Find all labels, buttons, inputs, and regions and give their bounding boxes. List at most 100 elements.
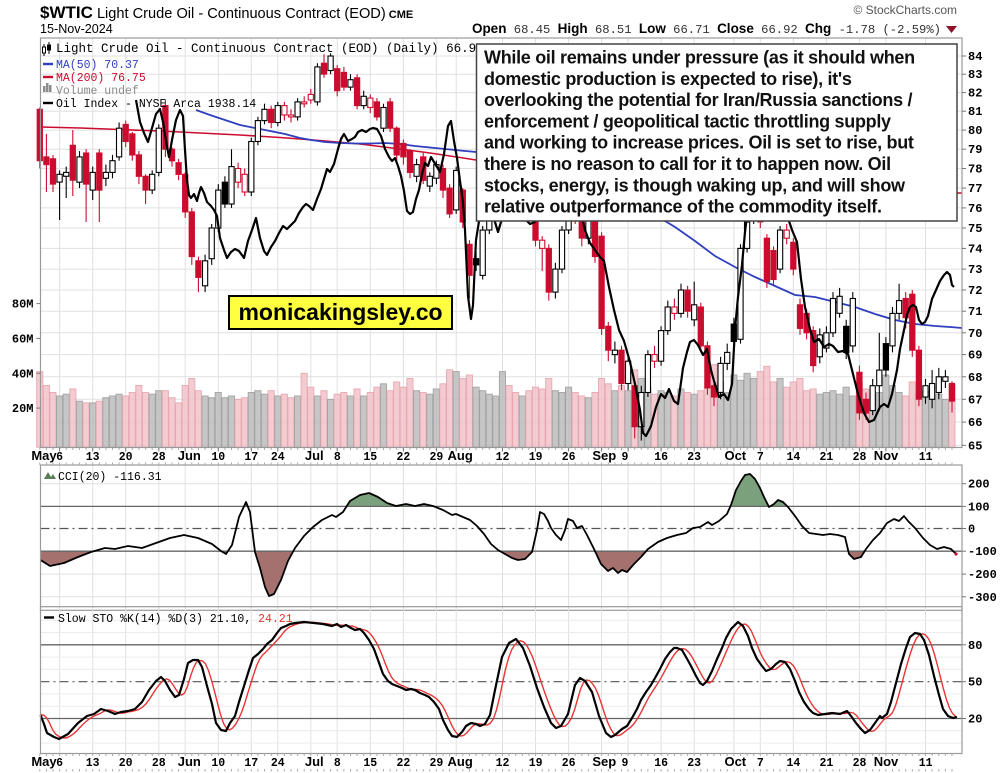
svg-text:Aug: Aug [448, 448, 473, 463]
svg-text:Volume undef: Volume undef [56, 85, 139, 98]
svg-text:15: 15 [363, 757, 377, 770]
svg-text:73: 73 [968, 263, 982, 277]
svg-text:74: 74 [968, 242, 982, 256]
svg-text:15: 15 [363, 451, 377, 464]
svg-text:Sep: Sep [592, 754, 616, 769]
svg-text:76: 76 [968, 202, 982, 216]
svg-text:13: 13 [86, 451, 100, 464]
svg-text:65: 65 [968, 439, 982, 453]
svg-text:22: 22 [396, 451, 410, 464]
svg-text:Open 68.45 High 68.51 Low 66.7: Open 68.45 High 68.51 Low 66.71 Close 66… [472, 21, 941, 37]
svg-text:Jul: Jul [305, 448, 324, 463]
svg-text:21: 21 [819, 451, 833, 464]
svg-text:-300: -300 [968, 591, 997, 605]
svg-text:MA(200) 76.75: MA(200) 76.75 [56, 72, 146, 85]
svg-text:Jul: Jul [305, 754, 324, 769]
svg-text:20: 20 [119, 451, 133, 464]
svg-text:Nov: Nov [874, 448, 899, 463]
svg-text:80: 80 [968, 124, 982, 138]
svg-text:6: 6 [56, 451, 63, 464]
svg-text:7: 7 [757, 451, 764, 464]
svg-text:75: 75 [968, 222, 982, 236]
svg-text:12: 12 [496, 757, 510, 770]
svg-text:40M: 40M [12, 367, 34, 381]
svg-text:17: 17 [244, 757, 258, 770]
svg-text:14: 14 [786, 451, 800, 464]
svg-text:24: 24 [271, 757, 285, 770]
svg-text:29: 29 [429, 451, 443, 464]
svg-text:Light Crude Oil - Continuous C: Light Crude Oil - Continuous Contract (E… [56, 42, 484, 56]
svg-text:83: 83 [968, 68, 982, 82]
svg-text:Jun: Jun [178, 754, 201, 769]
svg-text:Sep: Sep [592, 448, 616, 463]
svg-text:20: 20 [119, 757, 133, 770]
svg-text:enforcement / geopolitical tac: enforcement / geopolitical tactic thrott… [484, 111, 891, 131]
svg-text:Oct: Oct [724, 754, 746, 769]
svg-text:68: 68 [968, 371, 982, 385]
svg-text:May: May [31, 448, 57, 463]
svg-text:14: 14 [786, 757, 800, 770]
svg-text:28: 28 [152, 451, 166, 464]
svg-text:relative outperformance of the: relative outperformance of the commodity… [484, 197, 882, 217]
svg-text:12: 12 [496, 451, 510, 464]
svg-text:9: 9 [622, 757, 629, 770]
svg-text:8: 8 [334, 451, 341, 464]
svg-text:23: 23 [687, 757, 701, 770]
svg-text:While oil remains under pressu: While oil remains under pressure (as it … [484, 48, 915, 68]
svg-text:16: 16 [654, 757, 668, 770]
svg-text:80: 80 [968, 639, 982, 653]
svg-text:Oct: Oct [724, 448, 746, 463]
svg-text:28: 28 [853, 757, 867, 770]
svg-text:there is no reason to call for: there is no reason to call for it to hap… [484, 154, 891, 174]
svg-text:80M: 80M [12, 298, 34, 312]
svg-text:$WTIC Light Crude Oil - Contin: $WTIC Light Crude Oil - Continuous Contr… [40, 3, 413, 22]
svg-text:200: 200 [968, 478, 990, 492]
svg-text:May: May [31, 754, 57, 769]
svg-text:11: 11 [919, 451, 933, 464]
svg-text:72: 72 [968, 284, 982, 298]
svg-text:82: 82 [968, 87, 982, 101]
svg-text:MA(50) 70.37: MA(50) 70.37 [56, 59, 139, 72]
svg-text:overlooking the potential for: overlooking the potential for Iran/Russi… [484, 90, 912, 110]
svg-text:81: 81 [968, 105, 982, 119]
svg-text:20M: 20M [12, 402, 34, 416]
svg-text:15-Nov-2024: 15-Nov-2024 [40, 22, 113, 36]
svg-text:Jun: Jun [178, 448, 201, 463]
svg-text:28: 28 [853, 451, 867, 464]
svg-text:29: 29 [429, 757, 443, 770]
svg-text:10: 10 [211, 757, 225, 770]
svg-text:19: 19 [529, 757, 543, 770]
svg-text:Nov: Nov [874, 754, 899, 769]
svg-text:7: 7 [757, 757, 764, 770]
svg-text:100: 100 [968, 500, 990, 514]
svg-text:CCI(20) -116.31: CCI(20) -116.31 [58, 471, 162, 484]
svg-text:60M: 60M [12, 332, 34, 346]
svg-text:16: 16 [654, 451, 668, 464]
svg-text:78: 78 [968, 163, 982, 177]
svg-text:21: 21 [819, 757, 833, 770]
svg-text:50: 50 [968, 676, 982, 690]
svg-text:-200: -200 [968, 568, 997, 582]
svg-text:Slow STO %K(14) %D(3) 21.10, 2: Slow STO %K(14) %D(3) 21.10, 24.21 [58, 613, 293, 626]
svg-text:17: 17 [244, 451, 258, 464]
svg-text:67: 67 [968, 393, 982, 407]
svg-text:66: 66 [968, 416, 982, 430]
svg-text:26: 26 [562, 451, 576, 464]
svg-text:monicakingsley.co: monicakingsley.co [238, 299, 442, 325]
svg-text:19: 19 [529, 451, 543, 464]
svg-text:70: 70 [968, 327, 982, 341]
svg-text:20: 20 [968, 713, 982, 727]
svg-text:Aug: Aug [448, 754, 473, 769]
svg-text:28: 28 [152, 757, 166, 770]
svg-text:11: 11 [919, 757, 933, 770]
svg-text:Oil Index - NYSE Arca 1938.14: Oil Index - NYSE Arca 1938.14 [56, 98, 256, 111]
svg-text:77: 77 [968, 182, 982, 196]
svg-text:© StockCharts.com: © StockCharts.com [853, 3, 957, 17]
svg-text:and working to increase prices: and working to increase prices. Oil is s… [484, 133, 914, 153]
svg-text:0: 0 [968, 523, 975, 537]
svg-text:23: 23 [687, 451, 701, 464]
svg-text:24: 24 [271, 451, 285, 464]
svg-text:13: 13 [86, 757, 100, 770]
svg-text:79: 79 [968, 143, 982, 157]
svg-text:10: 10 [211, 451, 225, 464]
